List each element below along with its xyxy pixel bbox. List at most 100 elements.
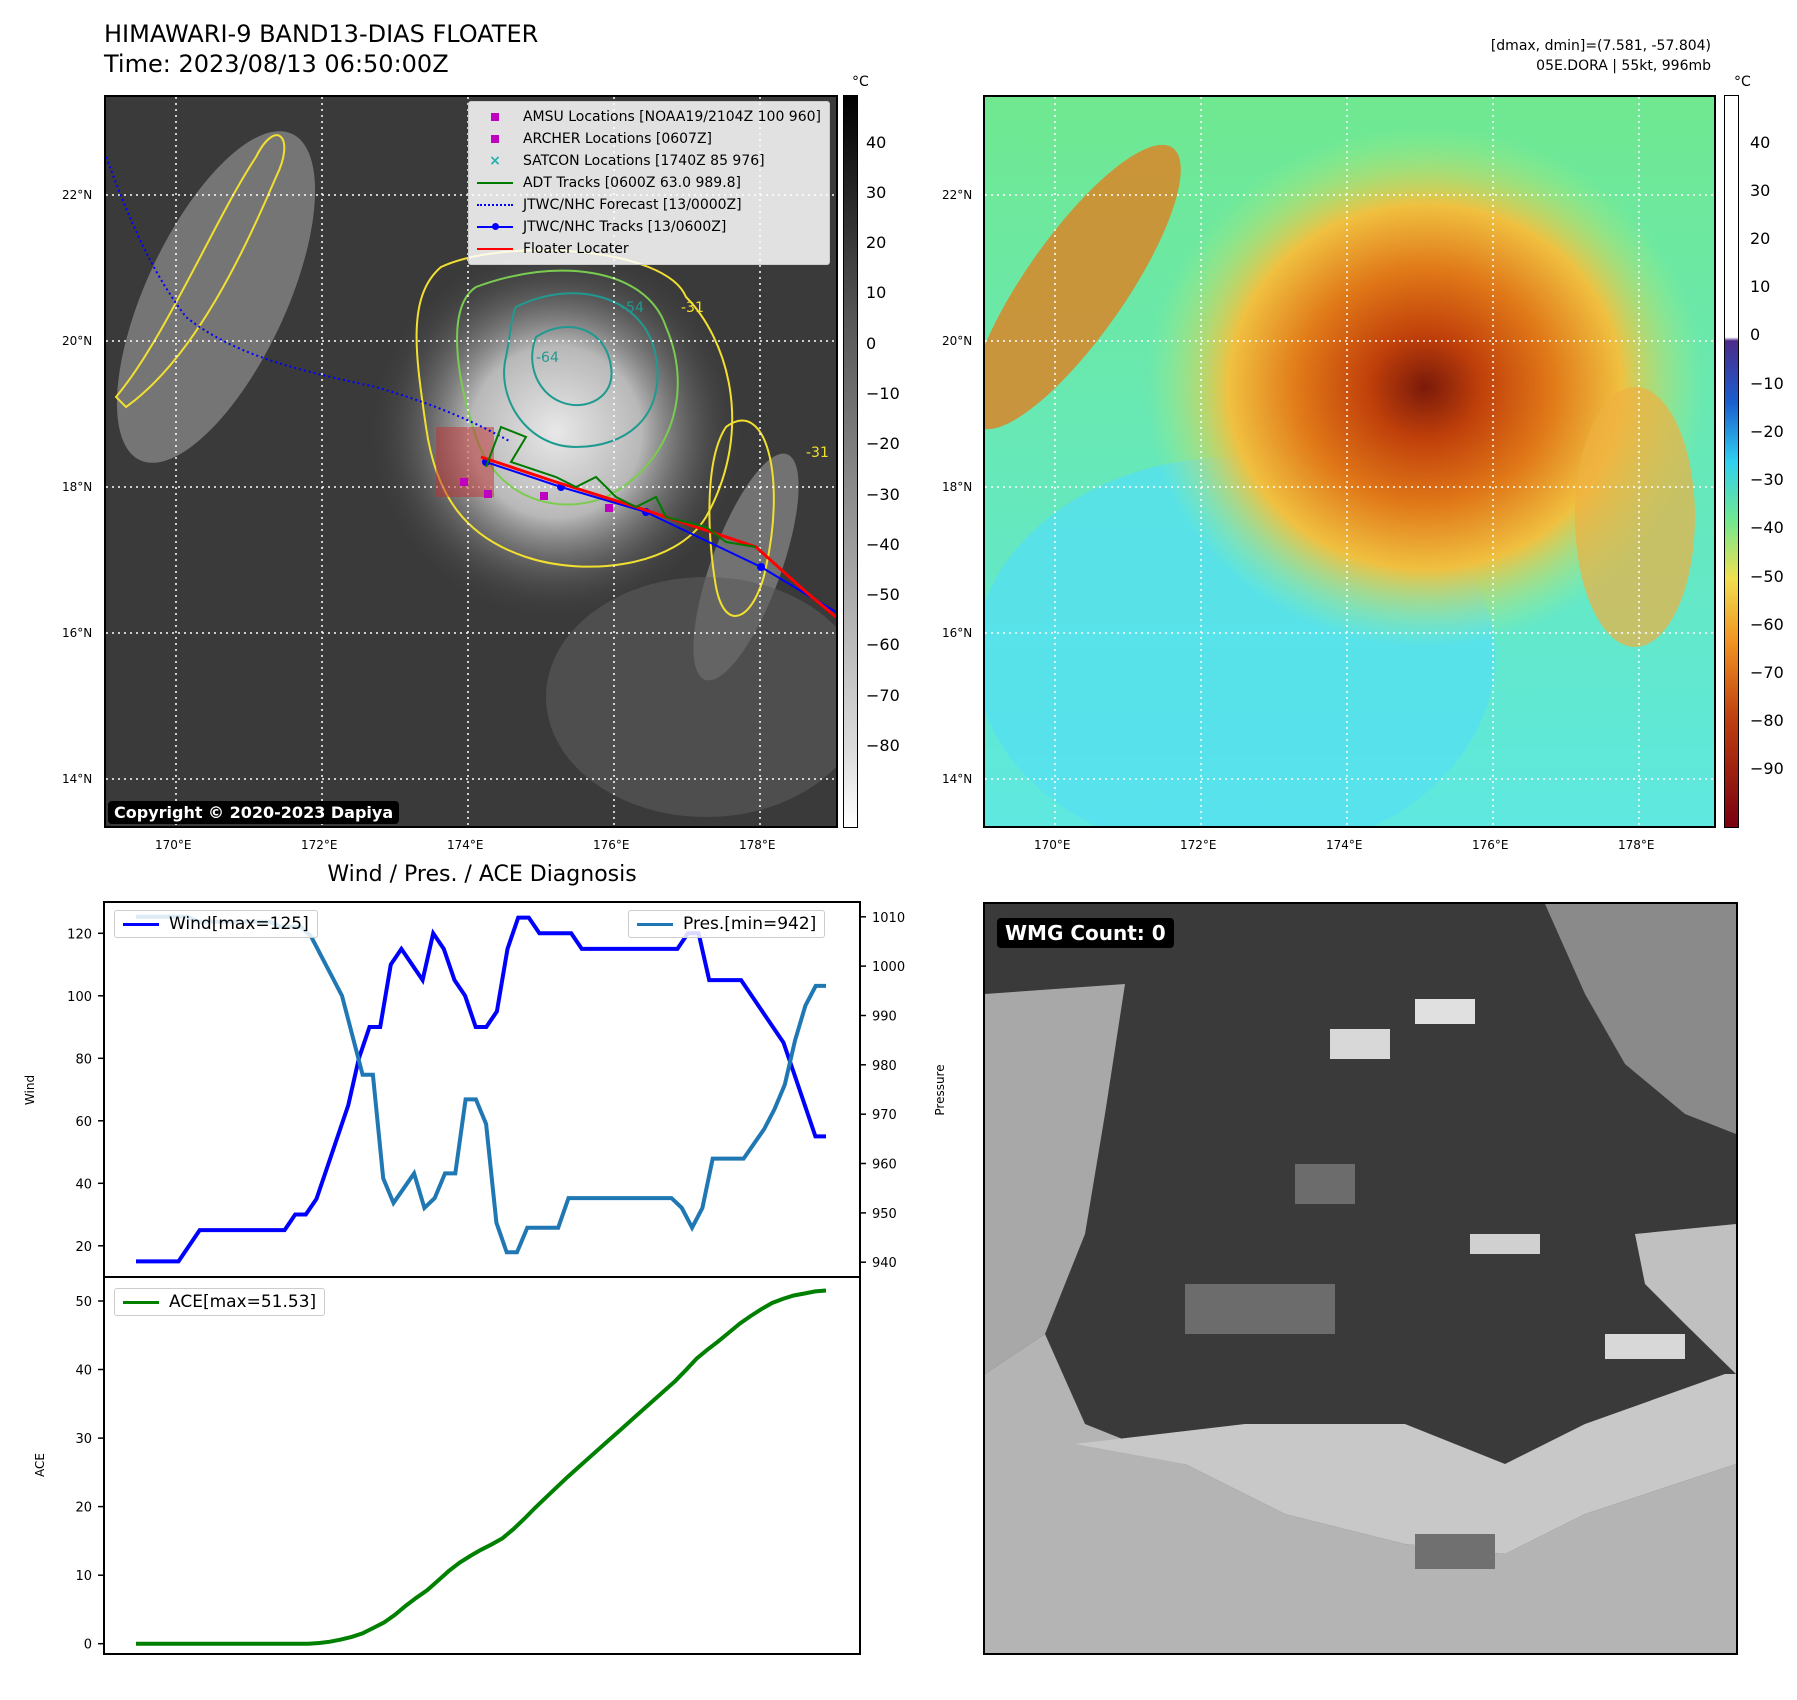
line-dot-icon <box>476 221 513 233</box>
adt-tracks <box>485 425 757 548</box>
wmg-block <box>1185 1284 1335 1334</box>
colorbar-gray <box>843 95 858 828</box>
wmg-block <box>1605 1334 1685 1359</box>
wmg-light-region-south <box>1075 1374 1736 1554</box>
ace-ytick-label: 50 <box>75 1295 92 1310</box>
colorbar-gray-tick: −70 <box>866 685 900 705</box>
ace-ytick-label: 10 <box>75 1569 92 1584</box>
square-icon <box>477 133 513 145</box>
colorbar-gray-tick: 10 <box>866 283 887 303</box>
line-icon <box>123 1296 159 1308</box>
wind-ytick-label: 100 <box>67 990 92 1005</box>
pressure-ytick-label: 990 <box>872 1010 897 1025</box>
lon-label: 170°E <box>155 838 192 852</box>
wind-legend-row: Wind[max=125] <box>123 913 309 935</box>
legend-satcon: × SATCON Locations [1740Z 85 976] <box>477 150 821 172</box>
wind-ytick-label: 120 <box>67 927 92 942</box>
colorbar-gray-tick: 30 <box>866 182 887 202</box>
wmg-light-region-southwest <box>985 1334 1736 1653</box>
lat-label: 16°N <box>942 626 973 640</box>
colorbar-color-tick: 40 <box>1750 132 1771 152</box>
colorbar-gray-tick: 0 <box>866 333 877 353</box>
wmg-block <box>1415 1534 1495 1569</box>
colorbar-color-tick: −80 <box>1750 711 1784 731</box>
lon-label: 176°E <box>1472 838 1509 852</box>
ace-ytick-label: 40 <box>75 1364 92 1379</box>
wind-ytick-label: 20 <box>75 1240 92 1255</box>
map-legend: AMSU Locations [NOAA19/2104Z 100 960] AR… <box>467 101 830 265</box>
colorbar-color-tick: 30 <box>1750 180 1771 200</box>
dias-map-panel <box>983 95 1716 828</box>
pressure-legend-label: Pres.[min=942] <box>683 914 817 934</box>
colorbar-color-tick: 10 <box>1750 277 1771 297</box>
legend-label: AMSU Locations [NOAA19/2104Z 100 960] <box>522 109 821 125</box>
colorbar-gray-tick: −40 <box>866 534 900 554</box>
ir-map-svg: -31 -54 -64 -31 <box>106 97 836 826</box>
lat-label: 20°N <box>62 334 93 348</box>
legend-jtwc: JTWC/NHC Tracks [13/0600Z] <box>476 216 821 238</box>
colorbar-color-tick: 20 <box>1750 229 1771 249</box>
contour-label-1: -31 <box>681 300 704 316</box>
colorbar-gray-tick: −20 <box>866 434 900 454</box>
cloud-south <box>546 577 836 817</box>
legend-floater: Floater Locater <box>476 238 821 260</box>
ace-yticks: 0 10 20 30 40 50 <box>75 1295 104 1653</box>
contour-label-2: -54 <box>621 300 644 316</box>
pressure-ytick-label: 1010 <box>872 911 905 926</box>
dias-map-svg <box>985 97 1714 826</box>
wind-ytick-label: 40 <box>75 1177 92 1192</box>
line-icon <box>637 918 673 930</box>
colorbar-gray-tick: −60 <box>866 635 900 655</box>
colorbar-color-tick: −20 <box>1750 421 1784 441</box>
legend-archer: ARCHER Locations [0607Z] <box>477 128 821 150</box>
colorbar-color <box>1724 95 1739 828</box>
cloud-core <box>366 242 746 622</box>
dias-band-se <box>1575 387 1695 647</box>
wmg-block <box>1470 1234 1540 1254</box>
floater-locater-track <box>480 455 836 619</box>
colorbar-gray-tick: 20 <box>866 233 887 253</box>
dias-band-nw <box>985 144 1181 430</box>
colorbar-color-tick: −10 <box>1750 373 1784 393</box>
contour-teal-inner <box>531 326 613 407</box>
wind-legend-label: Wind[max=125] <box>169 914 309 934</box>
archer-marker <box>484 490 492 498</box>
dias-storm <box>1145 127 1705 647</box>
colorbar-color-unit: °C <box>1734 74 1751 90</box>
archer-marker <box>605 504 613 512</box>
pressure-ytick-label: 980 <box>872 1059 897 1074</box>
lon-label: 170°E <box>1034 838 1071 852</box>
wind-legend: Wind[max=125] <box>114 910 318 938</box>
amsu-marker <box>460 478 468 486</box>
colorbar-gray-tick: −80 <box>866 735 900 755</box>
wmg-light-region-west <box>985 984 1125 1374</box>
colorbar-color-tick: −30 <box>1750 470 1784 490</box>
colorbar-gray-tick: 40 <box>866 132 887 152</box>
contour-yellow-se <box>708 419 775 617</box>
square-icon <box>477 111 513 123</box>
legend-adt: ADT Tracks [0600Z 63.0 989.8] <box>476 172 821 194</box>
legend-label: JTWC/NHC Tracks [13/0600Z] <box>522 219 727 235</box>
wmg-gray-region-ne <box>1545 904 1736 1134</box>
legend-label: Floater Locater <box>522 241 629 257</box>
jtwc-point <box>757 563 765 571</box>
ace-ytick-label: 20 <box>75 1501 92 1516</box>
ace-legend-label: ACE[max=51.53] <box>169 1292 317 1312</box>
x-icon: × <box>489 153 501 169</box>
wmg-count-label: WMG Count: 0 <box>997 918 1174 948</box>
legend-label: ADT Tracks [0600Z 63.0 989.8] <box>522 175 742 191</box>
lon-label: 172°E <box>1180 838 1217 852</box>
wind-ytick-label: 80 <box>75 1052 92 1067</box>
wmg-block <box>1330 1029 1390 1059</box>
wind-yticks: 20 40 60 80 100 120 <box>67 927 104 1255</box>
pressure-ytick-label: 1000 <box>872 960 905 975</box>
legend-label: JTWC/NHC Forecast [13/0000Z] <box>522 197 742 213</box>
lat-label: 20°N <box>942 334 973 348</box>
ace-series-line <box>136 1288 827 1646</box>
lon-label: 174°E <box>1326 838 1363 852</box>
lat-label: 16°N <box>62 626 93 640</box>
lat-label: 22°N <box>62 188 93 202</box>
lon-label: 178°E <box>739 838 776 852</box>
dotted-line-icon <box>476 199 513 211</box>
wind-axes-frame <box>103 901 861 1278</box>
